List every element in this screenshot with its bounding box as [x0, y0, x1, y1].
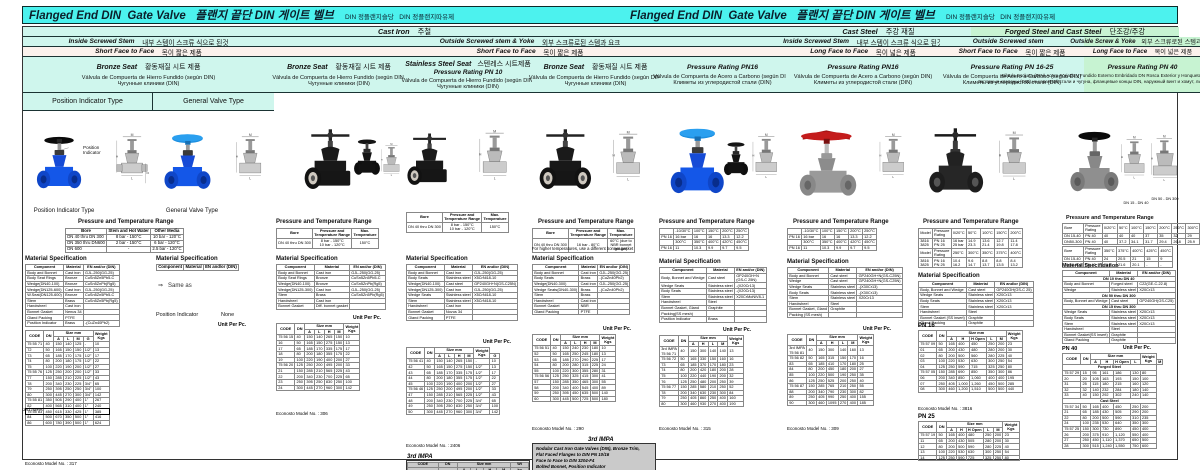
- svg-text:H: H: [381, 159, 383, 161]
- svg-text:L: L: [892, 175, 894, 179]
- svg-text:L: L: [1133, 176, 1135, 180]
- svg-text:M: M: [493, 129, 496, 133]
- svg-text:H: H: [752, 154, 754, 158]
- svg-text:L: L: [1013, 177, 1015, 181]
- svg-text:H: H: [612, 153, 615, 157]
- svg-text:L: L: [765, 175, 767, 179]
- svg-text:M: M: [765, 133, 768, 137]
- svg-text:H: H: [999, 154, 1002, 158]
- svg-text:M: M: [627, 130, 630, 134]
- svg-text:M: M: [1013, 131, 1016, 135]
- svg-text:M: M: [390, 143, 392, 146]
- svg-text:H: H: [236, 154, 238, 158]
- svg-text:H: H: [479, 152, 482, 156]
- svg-text:L: L: [131, 176, 133, 180]
- svg-text:H: H: [116, 154, 118, 158]
- svg-text:M: M: [249, 133, 252, 137]
- svg-text:L: L: [249, 176, 251, 180]
- svg-text:H: H: [879, 154, 881, 158]
- svg-text:L: L: [627, 177, 629, 181]
- svg-text:M: M: [1133, 136, 1136, 140]
- svg-text:DN/A: DN/A: [146, 171, 149, 175]
- svg-text:H: H: [1121, 155, 1123, 159]
- svg-text:M: M: [1163, 135, 1166, 139]
- svg-text:L: L: [1163, 178, 1165, 182]
- svg-text:L: L: [494, 176, 496, 180]
- svg-text:M: M: [892, 133, 895, 137]
- svg-text:M: M: [131, 133, 134, 137]
- svg-text:L: L: [391, 175, 393, 177]
- svg-text:H: H: [1151, 156, 1153, 160]
